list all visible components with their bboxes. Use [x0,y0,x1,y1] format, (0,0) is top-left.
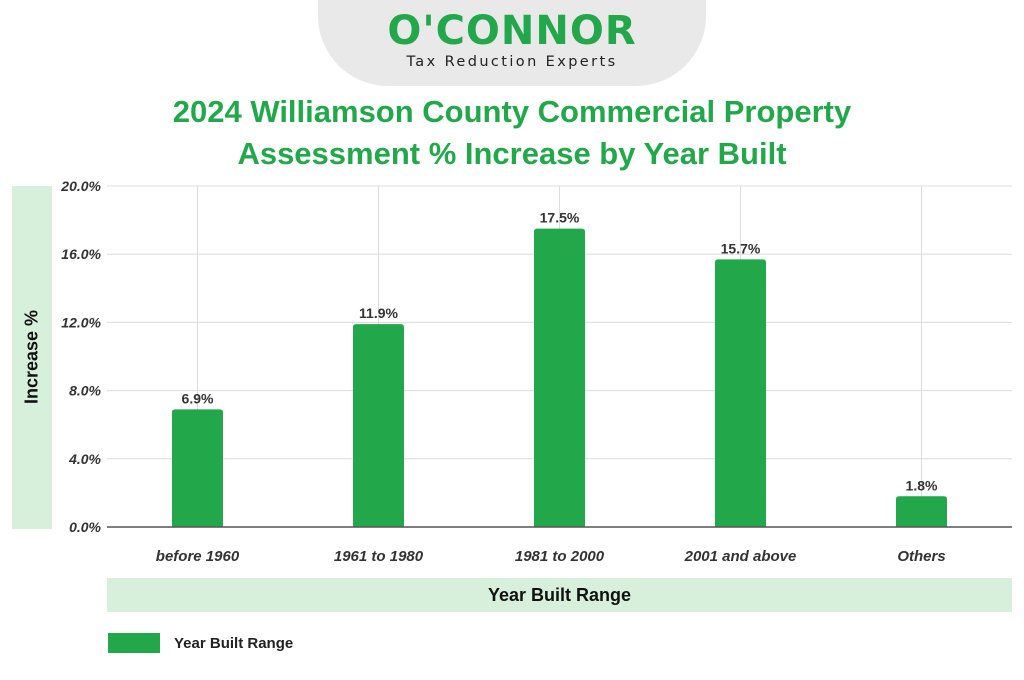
chart-title: 2024 Williamson County Commercial Proper… [0,91,1024,175]
bar [534,228,585,527]
y-tick-label: 16.0% [61,246,101,262]
bar [353,324,404,527]
logo-background [318,0,706,86]
y-tick-label: 8.0% [69,383,101,399]
x-tick-label: 1981 to 2000 [515,548,605,565]
legend: Year Built Range [108,632,293,654]
legend-label: Year Built Range [174,634,294,652]
x-tick-label: 1961 to 1980 [334,548,424,565]
bar [172,409,223,527]
data-label: 11.9% [359,305,398,321]
x-tick-label: before 1960 [156,548,240,565]
data-label: 15.7% [721,240,761,256]
y-tick-label: 20.0% [60,178,101,194]
y-tick-label: 12.0% [61,314,101,330]
x-tick-label: 2001 and above [684,548,797,565]
x-tick-label: Others [897,548,945,565]
legend-swatch [108,633,160,653]
bar [715,259,766,527]
chart-title-line-2: Assessment % Increase by Year Built [237,136,787,171]
brand-logo: O'CONNOR [387,8,637,54]
bar [896,496,947,527]
y-tick-label: 4.0% [68,451,101,467]
y-axis-label-band [12,186,52,529]
data-label: 17.5% [540,210,580,226]
brand-tagline: Tax Reduction Experts [406,54,618,70]
y-tick-label: 0.0% [69,519,101,535]
chart-title-line-1: 2024 Williamson County Commercial Proper… [172,94,852,129]
data-label: 1.8% [906,477,938,493]
x-axis-label: Year Built Range [107,578,1012,612]
data-label: 6.9% [182,390,214,406]
